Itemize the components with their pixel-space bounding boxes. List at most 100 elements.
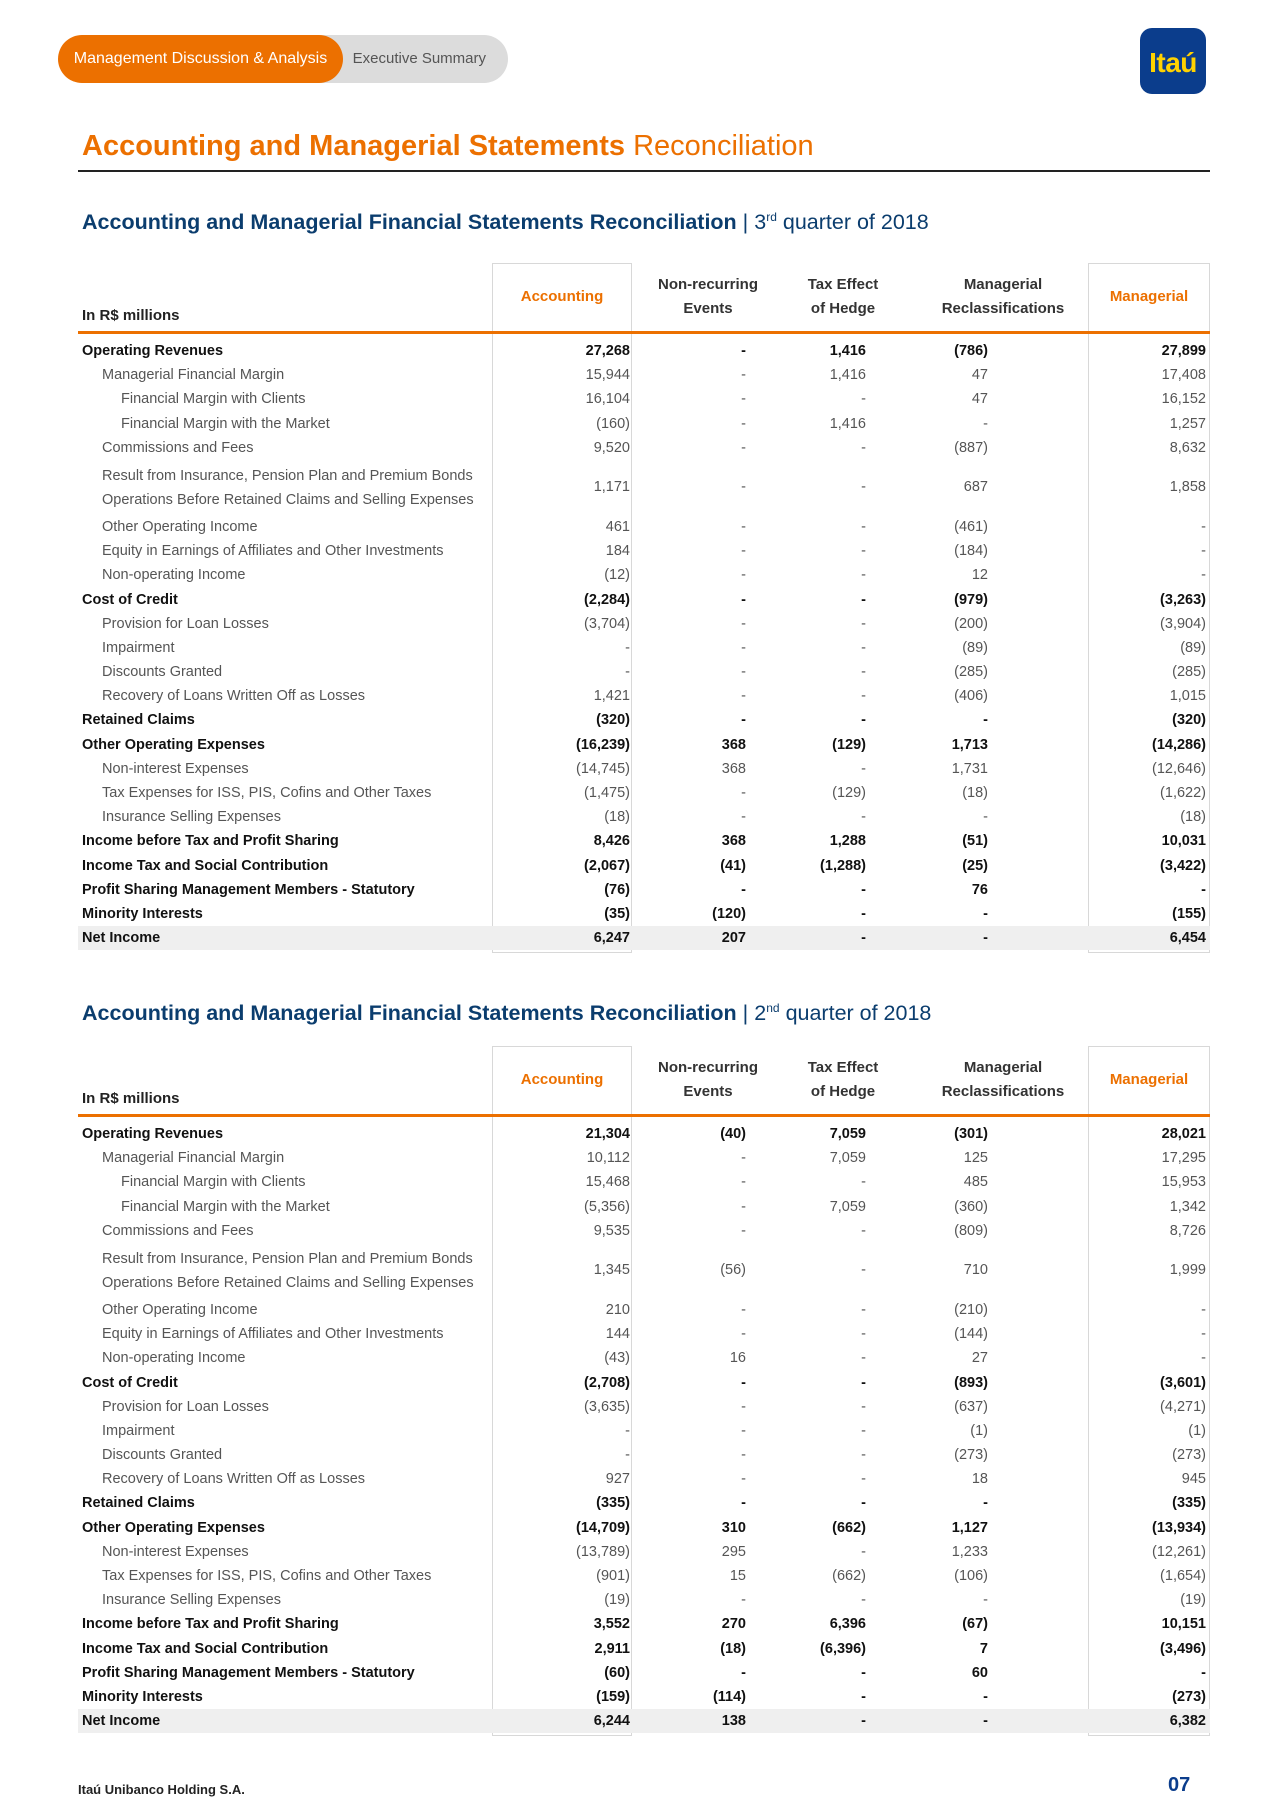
cell-value: 125 <box>963 1150 988 1167</box>
cell-value: - <box>861 1398 866 1415</box>
row-label-text: Profit Sharing Management Members - Stat… <box>82 881 415 898</box>
row-label-text: Financial Margin with the Market <box>121 415 330 432</box>
cell-value: - <box>741 712 746 729</box>
row-label-text: Equity in Earnings of Affiliates and Oth… <box>102 543 444 560</box>
col-managerial-label: Managerial <box>1109 288 1189 305</box>
cell-value: - <box>861 1374 866 1391</box>
cell-value: 10,031 <box>1161 833 1206 850</box>
cell-value: 27,899 <box>1161 343 1206 359</box>
cell-value: - <box>741 591 746 608</box>
table-row: Financial Margin with the Market (160) - 1,… <box>78 412 1210 436</box>
cell-value: (273) <box>1172 1688 1206 1705</box>
cell-value: - <box>1201 1301 1206 1318</box>
col-reclassifications: Managerial Reclassifications <box>918 263 1088 331</box>
cell-value: 368 <box>721 760 746 777</box>
cell-value: - <box>861 760 866 777</box>
cell-value: - <box>741 1495 746 1512</box>
cell-value: 7,059 <box>829 1126 866 1142</box>
cell-value: (210) <box>954 1301 988 1318</box>
cell-value: 1,345 <box>593 1261 630 1278</box>
table-row: Recovery of Loans Written Off as Losses 9… <box>78 1467 1210 1491</box>
cell-value: - <box>1201 543 1206 560</box>
cell-value: - <box>741 615 746 632</box>
cell-value: (273) <box>1172 1447 1206 1464</box>
cell-value: 10,112 <box>586 1150 630 1167</box>
row-label-text: Provision for Loan Losses <box>102 1398 269 1415</box>
cell-value: - <box>741 688 746 705</box>
cell-value: 15,468 <box>585 1174 630 1191</box>
cell-value: - <box>983 809 988 826</box>
cell-value: 1,713 <box>951 736 988 753</box>
cell-value: - <box>741 567 746 584</box>
cell-value: - <box>741 881 746 898</box>
cell-value: 17,295 <box>1161 1150 1206 1167</box>
cell-value: 1,858 <box>1169 478 1206 495</box>
col-nonrecurring-label: Events <box>683 1083 733 1100</box>
cell-value: 8,632 <box>1169 439 1206 456</box>
header-tabs: Executive Summary Management Discussion … <box>58 35 508 83</box>
cell-value: - <box>861 543 866 560</box>
table-row: Equity in Earnings of Affiliates and Oth… <box>78 1322 1210 1346</box>
col-reclassifications-label: Managerial <box>963 276 1043 293</box>
cell-value: 184 <box>605 543 630 560</box>
cell-value: 47 <box>971 367 988 384</box>
cell-value: - <box>983 1713 988 1730</box>
row-label: Impairment <box>102 1419 175 1443</box>
cell-value: - <box>861 881 866 898</box>
cell-value: 368 <box>721 833 746 850</box>
cell-value: (301) <box>954 1126 988 1142</box>
row-label-text: Income before Tax and Profit Sharing <box>82 1616 339 1633</box>
cell-value: (2,708) <box>584 1374 630 1391</box>
table-row: Operating Revenues 21,304 (40) 7,059 (301) 28… <box>78 1122 1210 1146</box>
row-label-text: Financial Margin with Clients <box>121 1174 306 1191</box>
cell-value: 368 <box>721 736 746 753</box>
col-reclassifications-label: Reclassifications <box>941 300 1065 317</box>
cell-value: (360) <box>954 1198 988 1215</box>
cell-value: 16,152 <box>1161 391 1206 408</box>
cell-value: (25) <box>962 857 988 874</box>
row-label-text: Managerial Financial Margin <box>102 367 285 384</box>
row-label-text: Non-interest Expenses <box>102 760 249 777</box>
row-label: Non-interest Expenses <box>102 1540 249 1564</box>
cell-value: - <box>861 1688 866 1705</box>
header-divider <box>78 1114 1210 1117</box>
table-row: Provision for Loan Losses (3,635) - - (637) (… <box>78 1395 1210 1419</box>
cell-value: (200) <box>954 615 988 632</box>
cell-value: 1,342 <box>1169 1198 1206 1215</box>
table-row: Minority Interests (35) (120) - - (155) <box>78 902 1210 926</box>
row-label-text: Income Tax and Social Contribution <box>82 857 329 874</box>
cell-value: 138 <box>721 1713 746 1730</box>
table-row: Commissions and Fees 9,520 - - (887) 8,632 <box>78 436 1210 460</box>
row-label-text: Equity in Earnings of Affiliates and Oth… <box>102 1326 444 1343</box>
cell-value: 15,944 <box>585 367 630 384</box>
col-nonrecurring-label: Non-recurring <box>657 276 758 293</box>
tab-management-discussion[interactable]: Management Discussion & Analysis <box>58 35 343 83</box>
cell-value: (887) <box>954 439 988 456</box>
col-tax-effect-label: Tax Effect <box>807 1059 879 1076</box>
cell-value: (56) <box>720 1261 746 1278</box>
cell-value: 1,015 <box>1169 688 1206 705</box>
cell-value: 47 <box>971 391 988 408</box>
row-label-text: Provision for Loan Losses <box>102 615 269 632</box>
row-label-text: Other Operating Income <box>102 518 258 535</box>
row-label: Commissions and Fees <box>102 436 254 460</box>
row-label-text: Tax Expenses for ISS, PIS, Cofins and Ot… <box>102 1568 432 1584</box>
cell-value: (6,396) <box>820 1640 866 1657</box>
row-label: Net Income <box>82 1709 160 1733</box>
cell-value: (41) <box>720 857 746 874</box>
cell-value: 485 <box>963 1174 988 1191</box>
cell-value: - <box>741 415 746 432</box>
col-nonrecurring: Non-recurring Events <box>638 1046 778 1114</box>
col-nonrecurring-label: Non-recurring <box>657 1059 758 1076</box>
row-label-text: Impairment <box>102 639 175 656</box>
cell-value: - <box>861 1422 866 1439</box>
cell-value: (320) <box>1172 712 1206 729</box>
cell-value: - <box>741 1301 746 1318</box>
cell-value: - <box>861 905 866 922</box>
table-row: Minority Interests (159) (114) - - (273) <box>78 1685 1210 1709</box>
cell-value: (60) <box>604 1664 630 1681</box>
cell-value: (12,261) <box>1151 1543 1206 1560</box>
cell-value: 76 <box>971 881 988 898</box>
cell-value: - <box>1201 1664 1206 1681</box>
table-row: Recovery of Loans Written Off as Losses 1… <box>78 684 1210 708</box>
